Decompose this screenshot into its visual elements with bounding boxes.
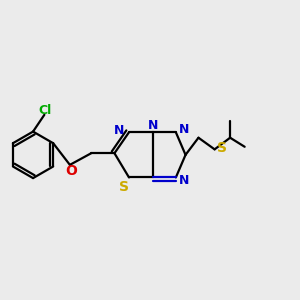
Text: N: N [179, 123, 189, 136]
Text: S: S [217, 141, 227, 155]
Text: O: O [66, 164, 77, 178]
Text: N: N [114, 124, 124, 137]
Text: S: S [119, 179, 129, 194]
Text: Cl: Cl [39, 104, 52, 117]
Text: N: N [179, 174, 189, 187]
Text: N: N [147, 118, 158, 132]
